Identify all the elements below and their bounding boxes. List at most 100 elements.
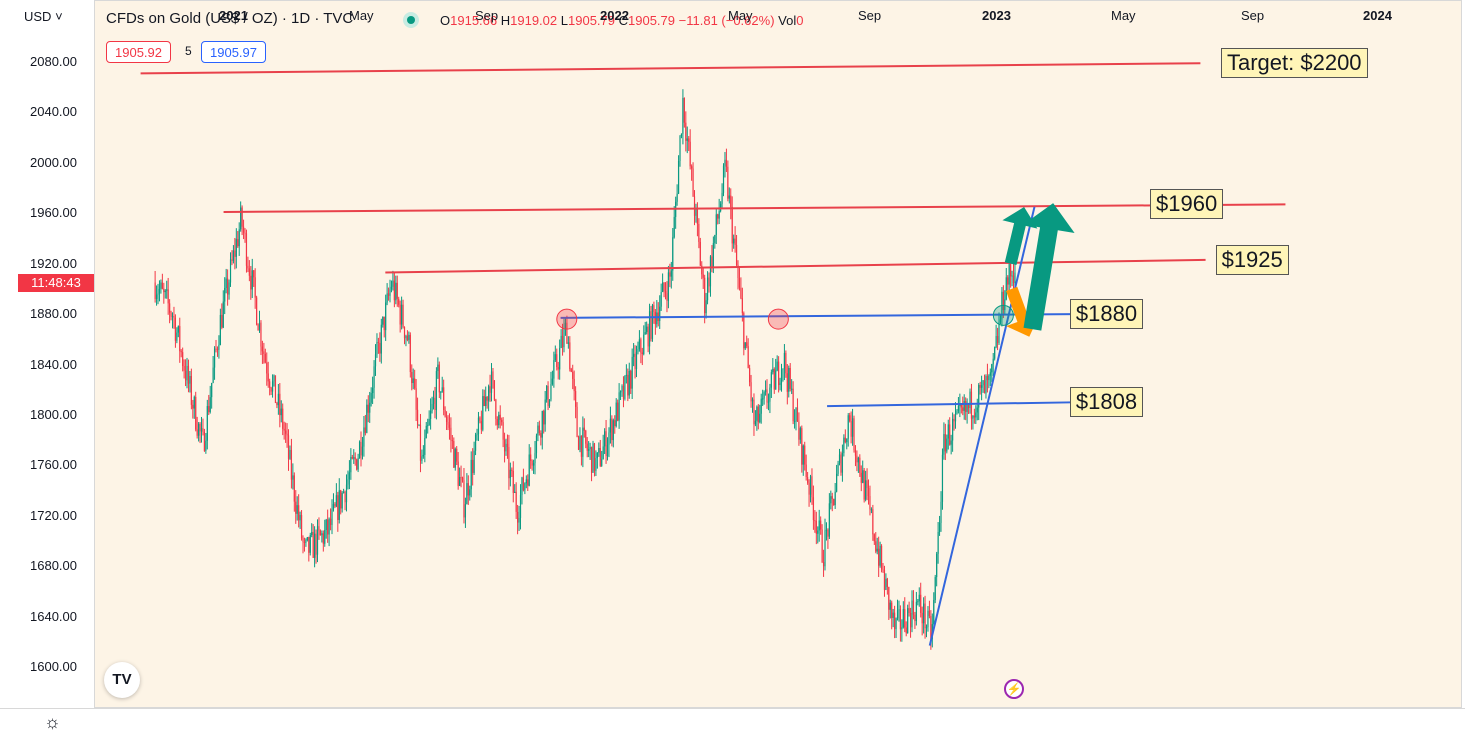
candle-body	[731, 206, 733, 244]
candle-body	[299, 515, 301, 521]
candle-body	[386, 293, 388, 303]
candle-body	[992, 358, 994, 365]
candle-body	[495, 399, 497, 420]
candle-body	[827, 529, 829, 537]
candle-body	[625, 374, 627, 376]
volume-value: 0	[796, 13, 804, 28]
candle-body	[592, 443, 594, 473]
candle-body	[303, 541, 306, 543]
candle-body	[891, 602, 893, 618]
buy-price-button[interactable]: 1905.97	[201, 41, 266, 63]
candle-body	[195, 396, 197, 430]
change-value: −11.81 (−0.62%)	[678, 13, 775, 28]
candle-body	[519, 494, 522, 518]
candle-body	[566, 322, 568, 344]
candle-body	[994, 347, 996, 359]
candle-body	[445, 416, 448, 422]
candle-body	[701, 265, 703, 275]
candle-body	[416, 409, 419, 425]
candle-body	[743, 313, 745, 349]
price-axis[interactable]	[0, 0, 94, 708]
currency-selector[interactable]: USD ˅	[24, 9, 63, 24]
candle-body	[633, 353, 635, 357]
candle-body	[538, 425, 540, 434]
candle-body	[782, 368, 784, 370]
candle-body	[954, 413, 957, 422]
candle-body	[227, 278, 229, 295]
candle-body	[383, 316, 385, 331]
candle-body	[544, 399, 546, 425]
candle-body	[309, 534, 311, 553]
candle-body	[872, 509, 874, 535]
candle-body	[996, 336, 999, 343]
candle-body	[503, 439, 506, 452]
candle-body	[282, 408, 284, 429]
candle-body	[828, 503, 830, 537]
candle-body	[928, 610, 931, 617]
candle-body	[889, 602, 891, 610]
candle-body	[241, 207, 243, 227]
candle-body	[340, 490, 342, 509]
candle-body	[314, 533, 316, 558]
symbol-title[interactable]: CFDs on Gold (US$ / OZ) · 1D · TVC	[106, 10, 354, 27]
candle-body	[198, 423, 200, 436]
time-tick-label: 2024	[1363, 8, 1392, 23]
candle-body	[396, 282, 398, 299]
candle-body	[585, 430, 587, 444]
tradingview-logo-icon[interactable]: TV	[104, 662, 140, 698]
candle-body	[393, 280, 395, 301]
candle-body	[427, 425, 429, 427]
candle-body	[454, 448, 456, 468]
candle-body	[244, 232, 246, 234]
candle-body	[778, 361, 780, 386]
candle-body	[820, 520, 822, 530]
candle-body	[173, 316, 175, 318]
gear-icon[interactable]: ☼	[44, 712, 61, 732]
candle-body	[944, 434, 946, 452]
candle-body	[460, 477, 462, 479]
candle-body	[242, 226, 245, 233]
candle-body	[691, 166, 693, 169]
candle-body	[641, 352, 643, 355]
candle-body	[286, 433, 288, 436]
time-axis[interactable]	[0, 708, 1465, 737]
low-value: 1905.79	[568, 13, 615, 28]
candle-body	[779, 382, 781, 386]
candle-body	[582, 427, 584, 457]
candle-body	[373, 366, 375, 388]
candle-body	[904, 609, 906, 628]
candle-body	[651, 305, 654, 339]
candle-body	[727, 166, 729, 199]
candle-body	[263, 351, 265, 354]
candle-body	[659, 306, 661, 322]
candle-body	[833, 498, 835, 506]
candle-body	[750, 382, 752, 402]
candle-body	[894, 612, 896, 630]
candle-body	[875, 541, 877, 552]
lightning-icon[interactable]: ⚡	[1004, 679, 1024, 699]
candle-body	[590, 447, 593, 473]
candle-body	[480, 421, 482, 430]
low-label: L	[560, 13, 568, 28]
candle-body	[618, 392, 620, 421]
candle-body	[982, 380, 984, 386]
candle-body	[183, 366, 185, 371]
candle-body	[770, 372, 772, 388]
candle-body	[208, 406, 210, 413]
candle-body	[374, 354, 377, 367]
candle-body	[837, 463, 839, 474]
sell-price-button[interactable]: 1905.92	[106, 41, 171, 63]
candle-body	[553, 360, 555, 379]
touch-marker	[992, 304, 1014, 326]
candle-body	[392, 280, 394, 287]
candle-body	[406, 335, 409, 340]
candle-body	[809, 476, 812, 495]
price-tick-label: 1840.00	[30, 356, 77, 372]
candle-body	[722, 165, 725, 193]
candle-body	[157, 293, 159, 295]
candle-body	[937, 531, 939, 554]
chart-pane[interactable]	[94, 0, 1462, 708]
candle-body	[611, 418, 613, 441]
candle-body	[511, 469, 513, 471]
candle-body	[876, 548, 878, 552]
